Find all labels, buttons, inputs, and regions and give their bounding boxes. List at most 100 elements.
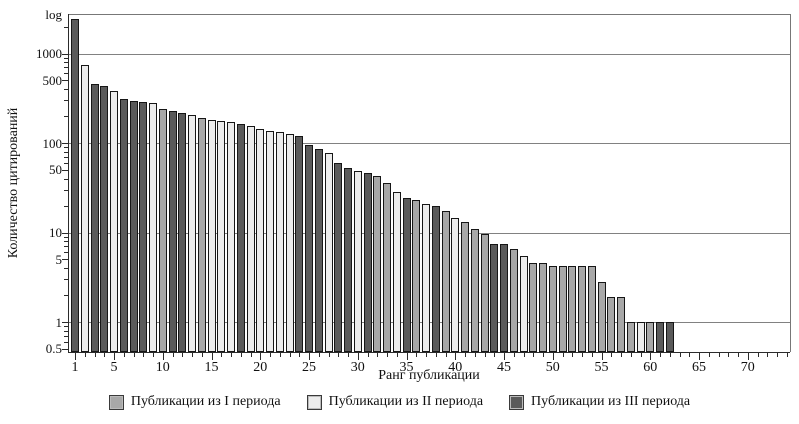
x-axis-minor-tick <box>669 353 671 357</box>
x-axis-tick <box>601 353 603 360</box>
x-axis-minor-tick <box>660 353 661 357</box>
y-axis-tick-label: 0.5 <box>45 341 62 357</box>
bar <box>188 115 196 352</box>
plot-frame-right <box>790 14 791 352</box>
plot-frame-top <box>68 14 790 15</box>
x-axis-tick <box>162 353 164 360</box>
y-axis-minor-tick <box>64 26 68 28</box>
y-axis-minor-tick <box>64 151 68 153</box>
y-axis-minor-tick <box>64 156 68 158</box>
bar <box>646 322 655 352</box>
x-axis-minor-tick <box>387 353 388 357</box>
x-axis-minor-tick <box>123 353 125 357</box>
x-axis-tick <box>357 353 359 360</box>
bar <box>626 322 635 352</box>
x-axis-minor-tick <box>533 353 535 357</box>
y-axis-minor-tick <box>64 89 68 91</box>
y-axis-tick-label: 10 <box>49 225 62 240</box>
y-axis-minor-tick <box>64 73 68 75</box>
x-axis-minor-tick <box>221 353 223 357</box>
bar <box>178 113 187 352</box>
x-axis-minor-tick <box>767 353 769 357</box>
bar <box>90 83 99 352</box>
bar <box>256 129 265 352</box>
x-axis-minor-tick <box>172 353 174 357</box>
y-axis-tick-label: 100 <box>42 135 63 151</box>
y-axis-tick-label: 1 <box>55 314 63 330</box>
x-axis-minor-tick <box>738 353 739 357</box>
y-axis-minor-tick <box>64 116 68 118</box>
x-axis-minor-tick <box>231 353 232 357</box>
x-axis-minor-tick <box>143 353 145 357</box>
x-axis-minor-tick <box>523 353 525 357</box>
x-axis-minor-tick <box>640 353 642 357</box>
x-axis-minor-tick <box>426 353 427 357</box>
bar <box>529 262 538 352</box>
y-axis-tick <box>62 80 68 82</box>
y-axis-tick <box>62 143 68 144</box>
x-axis-minor-tick <box>630 353 632 357</box>
bar <box>295 135 304 352</box>
x-axis-minor-tick <box>240 353 242 357</box>
bar <box>607 297 616 352</box>
y-axis-minor-tick <box>64 295 68 297</box>
bar <box>197 118 206 352</box>
bar <box>71 19 79 352</box>
bar <box>119 99 128 352</box>
x-axis-minor-tick <box>94 353 96 357</box>
x-axis-minor-tick <box>621 353 622 357</box>
x-axis-tick-label: 20 <box>253 360 268 375</box>
y-axis-tick <box>62 232 68 234</box>
x-axis-line <box>68 352 790 353</box>
bar <box>539 262 547 352</box>
bar <box>656 322 664 352</box>
y-axis-minor-tick <box>64 326 68 328</box>
bar <box>158 108 167 352</box>
x-axis-tick <box>211 353 213 360</box>
y-axis-minor-tick <box>64 100 68 102</box>
y-axis-minor-tick <box>64 252 68 254</box>
x-axis-tick <box>406 353 408 360</box>
x-axis-minor-tick <box>435 353 437 357</box>
x-axis-minor-tick <box>153 353 154 357</box>
bar <box>227 122 235 352</box>
y-axis-minor-tick <box>64 62 68 64</box>
x-axis-minor-tick <box>494 353 496 357</box>
x-axis-tick-label: 45 <box>497 360 511 375</box>
bar <box>373 175 382 352</box>
x-axis-minor-tick <box>192 353 193 357</box>
x-axis-minor-tick <box>786 353 788 357</box>
x-axis-minor-tick <box>689 353 691 357</box>
x-axis-tick <box>747 353 749 360</box>
x-axis-tick <box>552 353 554 360</box>
y-axis-tick-label: 50 <box>49 162 62 178</box>
bar <box>324 153 333 352</box>
y-axis-log-label: log <box>45 7 62 22</box>
x-axis-tick <box>75 353 76 360</box>
x-axis-minor-tick <box>201 353 203 357</box>
x-axis-minor-tick <box>367 353 369 357</box>
y-axis-minor-tick <box>64 241 68 243</box>
legend-label-period-2: Публикации из II периода <box>328 394 484 409</box>
legend-label-period-1: Публикации из I периода <box>130 394 281 409</box>
x-axis-minor-tick <box>328 353 330 357</box>
bar <box>217 121 226 352</box>
bar <box>548 266 557 352</box>
x-axis-minor-tick <box>250 353 252 357</box>
x-axis-tick <box>650 353 652 360</box>
x-axis-minor-tick <box>377 353 379 357</box>
bar <box>314 148 323 352</box>
bar <box>383 182 391 352</box>
x-axis-minor-tick <box>445 353 447 357</box>
x-axis-minor-tick <box>299 353 301 357</box>
x-axis-minor-tick <box>679 353 681 357</box>
x-axis-minor-tick <box>289 353 291 357</box>
x-axis-minor-tick <box>348 353 349 357</box>
y-axis-minor-tick <box>64 147 68 149</box>
bar <box>441 210 450 352</box>
legend-swatch-period-3 <box>509 394 525 410</box>
bar <box>353 170 362 352</box>
x-axis-minor-tick <box>396 353 398 357</box>
y-axis-tick <box>62 53 68 55</box>
